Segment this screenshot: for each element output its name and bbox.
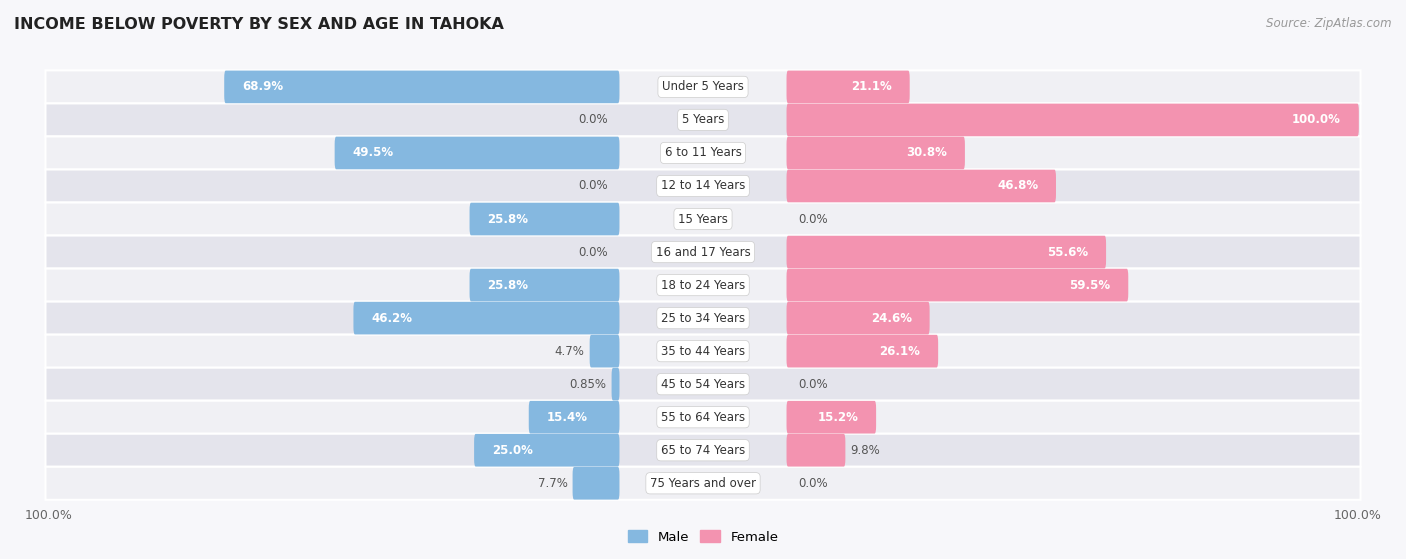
FancyBboxPatch shape — [45, 202, 1361, 235]
FancyBboxPatch shape — [470, 203, 620, 235]
Text: 100.0%: 100.0% — [1292, 113, 1341, 126]
Text: 46.2%: 46.2% — [371, 311, 412, 325]
FancyBboxPatch shape — [45, 70, 1361, 103]
Text: 9.8%: 9.8% — [851, 444, 880, 457]
Text: 12 to 14 Years: 12 to 14 Years — [661, 179, 745, 192]
FancyBboxPatch shape — [45, 302, 1361, 335]
Text: 24.6%: 24.6% — [870, 311, 911, 325]
Text: 46.8%: 46.8% — [997, 179, 1038, 192]
Text: 65 to 74 Years: 65 to 74 Years — [661, 444, 745, 457]
FancyBboxPatch shape — [474, 434, 620, 467]
Text: 0.0%: 0.0% — [797, 378, 828, 391]
FancyBboxPatch shape — [786, 170, 1056, 202]
Text: 25.8%: 25.8% — [488, 278, 529, 292]
FancyBboxPatch shape — [786, 70, 910, 103]
Text: 55.6%: 55.6% — [1047, 245, 1088, 259]
Text: 0.0%: 0.0% — [578, 113, 609, 126]
Legend: Male, Female: Male, Female — [623, 525, 783, 549]
Text: Source: ZipAtlas.com: Source: ZipAtlas.com — [1267, 17, 1392, 30]
Text: 4.7%: 4.7% — [555, 345, 585, 358]
FancyBboxPatch shape — [45, 136, 1361, 169]
Text: 6 to 11 Years: 6 to 11 Years — [665, 146, 741, 159]
Text: 26.1%: 26.1% — [879, 345, 921, 358]
Text: 45 to 54 Years: 45 to 54 Years — [661, 378, 745, 391]
FancyBboxPatch shape — [589, 335, 620, 367]
FancyBboxPatch shape — [45, 368, 1361, 401]
FancyBboxPatch shape — [45, 401, 1361, 434]
FancyBboxPatch shape — [45, 434, 1361, 467]
Text: 49.5%: 49.5% — [353, 146, 394, 159]
Text: 16 and 17 Years: 16 and 17 Years — [655, 245, 751, 259]
Text: 0.0%: 0.0% — [797, 477, 828, 490]
FancyBboxPatch shape — [786, 335, 938, 367]
Text: 35 to 44 Years: 35 to 44 Years — [661, 345, 745, 358]
Text: INCOME BELOW POVERTY BY SEX AND AGE IN TAHOKA: INCOME BELOW POVERTY BY SEX AND AGE IN T… — [14, 17, 503, 32]
FancyBboxPatch shape — [45, 467, 1361, 500]
FancyBboxPatch shape — [45, 103, 1361, 136]
Text: 68.9%: 68.9% — [242, 80, 283, 93]
FancyBboxPatch shape — [572, 467, 620, 500]
Text: 25.0%: 25.0% — [492, 444, 533, 457]
Text: 15 Years: 15 Years — [678, 212, 728, 225]
Text: 5 Years: 5 Years — [682, 113, 724, 126]
FancyBboxPatch shape — [786, 136, 965, 169]
Text: 25.8%: 25.8% — [488, 212, 529, 225]
Text: 0.85%: 0.85% — [569, 378, 606, 391]
Text: 75 Years and over: 75 Years and over — [650, 477, 756, 490]
FancyBboxPatch shape — [786, 302, 929, 334]
FancyBboxPatch shape — [224, 70, 620, 103]
FancyBboxPatch shape — [786, 103, 1358, 136]
Text: 25 to 34 Years: 25 to 34 Years — [661, 311, 745, 325]
Text: 59.5%: 59.5% — [1069, 278, 1111, 292]
FancyBboxPatch shape — [786, 401, 876, 434]
Text: 0.0%: 0.0% — [578, 179, 609, 192]
FancyBboxPatch shape — [786, 269, 1128, 301]
FancyBboxPatch shape — [335, 136, 620, 169]
FancyBboxPatch shape — [529, 401, 620, 434]
Text: Under 5 Years: Under 5 Years — [662, 80, 744, 93]
FancyBboxPatch shape — [353, 302, 620, 334]
FancyBboxPatch shape — [45, 268, 1361, 302]
Text: 0.0%: 0.0% — [797, 212, 828, 225]
FancyBboxPatch shape — [612, 368, 620, 400]
FancyBboxPatch shape — [786, 236, 1107, 268]
FancyBboxPatch shape — [45, 335, 1361, 368]
FancyBboxPatch shape — [45, 169, 1361, 202]
Text: 30.8%: 30.8% — [905, 146, 948, 159]
Text: 18 to 24 Years: 18 to 24 Years — [661, 278, 745, 292]
FancyBboxPatch shape — [470, 269, 620, 301]
FancyBboxPatch shape — [786, 434, 845, 467]
FancyBboxPatch shape — [45, 235, 1361, 268]
Text: 21.1%: 21.1% — [851, 80, 891, 93]
Text: 55 to 64 Years: 55 to 64 Years — [661, 411, 745, 424]
Text: 0.0%: 0.0% — [578, 245, 609, 259]
Text: 15.2%: 15.2% — [817, 411, 858, 424]
Text: 15.4%: 15.4% — [547, 411, 588, 424]
Text: 7.7%: 7.7% — [537, 477, 568, 490]
